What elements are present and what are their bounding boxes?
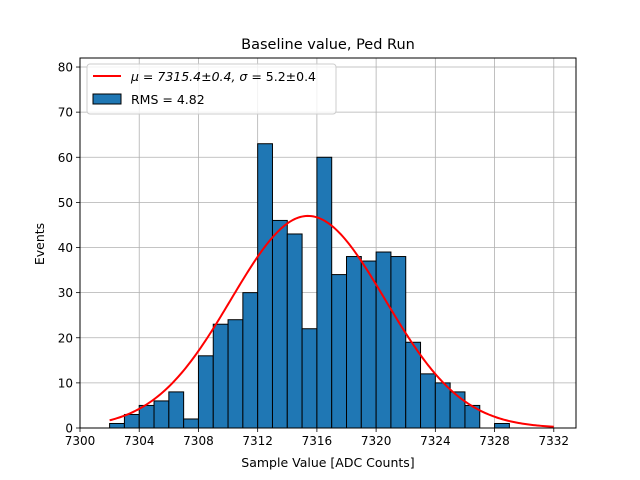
x-tick-label: 7332 bbox=[539, 434, 570, 448]
histogram-bar bbox=[242, 292, 259, 428]
x-tick-label: 7308 bbox=[183, 434, 214, 448]
legend-fit-label: μ = 7315.4±0.4, σ = 5.2±0.4 bbox=[130, 69, 316, 84]
histogram-bar bbox=[153, 400, 170, 428]
y-tick-label: 70 bbox=[58, 106, 73, 120]
x-tick-label: 7312 bbox=[242, 434, 273, 448]
histogram-bar bbox=[109, 422, 125, 428]
legend-fit-suffix: = 5.2±0.4 bbox=[247, 69, 316, 84]
y-tick-label: 80 bbox=[58, 61, 73, 75]
histogram-bar bbox=[405, 341, 422, 428]
x-tick-label: 7324 bbox=[420, 434, 451, 448]
x-axis-label: Sample Value [ADC Counts] bbox=[241, 455, 414, 470]
histogram-bar bbox=[138, 404, 155, 428]
gaussian-fit-curve bbox=[109, 214, 554, 428]
histogram-bars bbox=[109, 143, 510, 428]
axes-frame bbox=[79, 57, 577, 429]
y-tick-label: 60 bbox=[58, 151, 73, 165]
x-tick-label: 7320 bbox=[361, 434, 392, 448]
histogram-bar bbox=[420, 373, 436, 428]
y-tick-label: 0 bbox=[65, 422, 73, 436]
histogram-bar bbox=[168, 391, 185, 428]
legend: μ = 7315.4±0.4, σ = 5.2±0.4 RMS = 4.82 bbox=[86, 63, 337, 115]
histogram-bar bbox=[301, 328, 318, 428]
legend-frame bbox=[86, 63, 337, 115]
histogram-bar bbox=[434, 382, 451, 428]
histogram-bar bbox=[360, 260, 377, 428]
legend-fit-prefix: μ = 7315.4±0.4, bbox=[130, 69, 239, 84]
plot-area: 7300 7304 7308 7312 7316 7320 7324 7328 7332 0 10 2… bbox=[58, 57, 577, 448]
histogram-bar bbox=[183, 418, 199, 428]
histogram-bar bbox=[227, 319, 244, 428]
histogram-bar bbox=[197, 355, 214, 428]
y-tick-label: 50 bbox=[58, 196, 73, 210]
x-tick-label: 7300 bbox=[65, 434, 96, 448]
legend-hist-swatch bbox=[92, 93, 122, 105]
histogram-bar bbox=[212, 323, 229, 428]
y-tick-label: 40 bbox=[58, 241, 73, 255]
y-tick-label: 20 bbox=[58, 331, 73, 345]
y-axis-label: Events bbox=[32, 223, 47, 265]
histogram-bar bbox=[331, 274, 348, 428]
histogram-bar bbox=[375, 251, 392, 428]
histogram-bar bbox=[494, 422, 510, 428]
x-tick-label: 7328 bbox=[479, 434, 510, 448]
x-tick-label: 7304 bbox=[124, 434, 155, 448]
histogram-bar bbox=[390, 256, 407, 428]
histogram-bar bbox=[286, 233, 303, 428]
legend-hist-label: RMS = 4.82 bbox=[131, 92, 205, 107]
chart-title: Baseline value, Ped Run bbox=[241, 37, 415, 53]
legend-fit-sigma: σ bbox=[239, 69, 248, 84]
y-tick-label: 30 bbox=[58, 286, 73, 300]
histogram-bar bbox=[449, 391, 466, 428]
x-tick-label: 7316 bbox=[302, 434, 333, 448]
histogram-bar bbox=[346, 256, 362, 428]
histogram-bar bbox=[257, 143, 273, 428]
y-tick-label: 10 bbox=[58, 376, 73, 390]
histogram-bar bbox=[271, 219, 288, 428]
histogram-bar bbox=[123, 413, 140, 428]
histogram-bar bbox=[316, 156, 333, 428]
